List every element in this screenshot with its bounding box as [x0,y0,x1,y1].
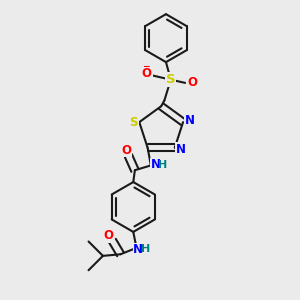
Text: N: N [184,114,194,127]
Text: −: − [142,62,150,71]
Text: N: N [176,143,186,156]
Text: H: H [158,160,167,170]
Text: O: O [142,67,152,80]
Text: O: O [187,76,197,89]
Text: N: N [133,243,143,256]
Text: N: N [151,158,161,171]
Text: O: O [121,144,131,157]
Text: S: S [129,116,138,129]
Text: O: O [104,229,114,242]
Text: H: H [141,244,150,254]
Text: S: S [166,73,175,86]
